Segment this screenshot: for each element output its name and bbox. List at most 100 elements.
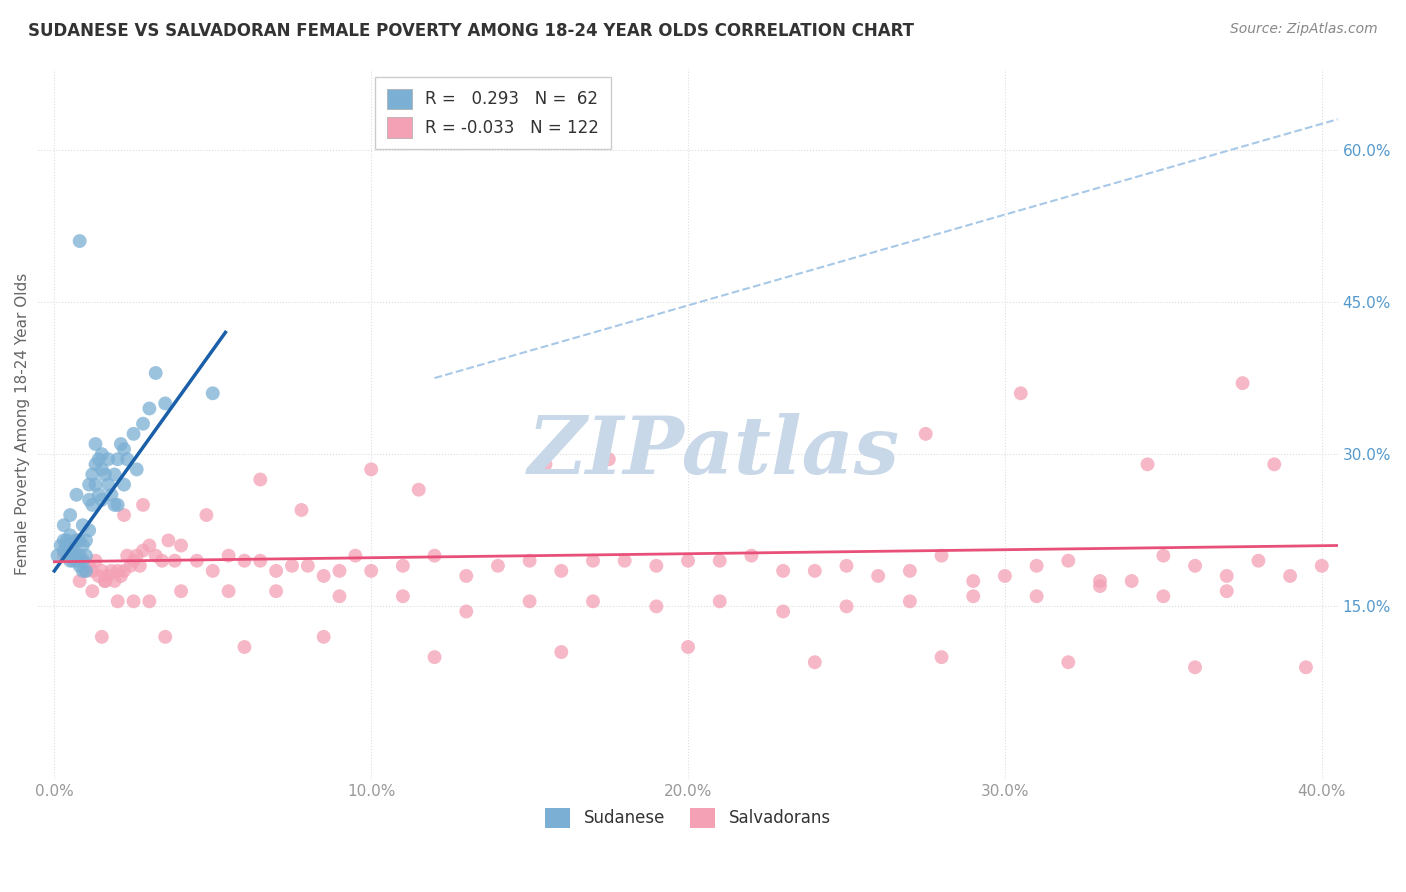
Point [598,452,620,467]
Point [65,488,87,502]
Point [94,574,117,588]
Point [87,488,110,502]
Point [201,386,224,401]
Point [519,594,541,608]
Point [392,589,415,603]
Point [804,655,827,669]
Point [82,498,104,512]
Point [112,508,135,522]
Point [360,564,382,578]
Point [94,574,117,588]
Point [110,569,132,583]
Point [835,558,858,573]
Point [931,650,953,665]
Point [52,533,75,548]
Point [59,543,82,558]
Point [898,594,921,608]
Point [52,549,75,563]
Point [1025,589,1047,603]
Point [125,549,148,563]
Point [69,533,91,548]
Point [112,564,135,578]
Point [1184,660,1206,674]
Point [186,554,208,568]
Point [122,554,145,568]
Point [72,554,94,568]
Point [1247,554,1270,568]
Point [75,549,97,563]
Point [1215,569,1237,583]
Point [994,569,1017,583]
Point [84,477,107,491]
Point [1279,569,1302,583]
Point [155,630,177,644]
Point [1025,558,1047,573]
Point [107,452,129,467]
Point [56,539,79,553]
Point [328,564,350,578]
Point [1136,458,1159,472]
Point [132,498,155,512]
Point [233,554,256,568]
Point [281,558,304,573]
Point [1310,558,1333,573]
Point [77,492,100,507]
Point [72,554,94,568]
Point [1088,574,1111,588]
Point [103,574,125,588]
Point [344,549,367,563]
Point [75,564,97,578]
Point [264,564,287,578]
Point [77,477,100,491]
Point [62,549,84,563]
Point [75,564,97,578]
Point [90,447,112,461]
Point [645,558,668,573]
Point [1010,386,1032,401]
Point [69,574,91,588]
Point [138,401,160,416]
Point [195,508,218,522]
Point [868,569,890,583]
Point [69,558,91,573]
Point [914,426,936,441]
Point [740,549,762,563]
Point [1215,584,1237,599]
Point [77,558,100,573]
Point [110,437,132,451]
Point [103,498,125,512]
Point [613,554,636,568]
Text: SUDANESE VS SALVADORAN FEMALE POVERTY AMONG 18-24 YEAR OLDS CORRELATION CHART: SUDANESE VS SALVADORAN FEMALE POVERTY AM… [28,22,914,40]
Point [962,589,984,603]
Point [962,574,984,588]
Point [138,539,160,553]
Point [582,594,605,608]
Text: ZIPatlas: ZIPatlas [529,413,900,491]
Point [249,473,271,487]
Y-axis label: Female Poverty Among 18-24 Year Olds: Female Poverty Among 18-24 Year Olds [15,273,30,574]
Point [100,564,122,578]
Point [170,584,193,599]
Legend: Sudanese, Salvadorans: Sudanese, Salvadorans [538,801,838,835]
Point [360,462,382,476]
Point [112,477,135,491]
Point [65,549,87,563]
Point [75,533,97,548]
Point [676,554,699,568]
Point [456,605,478,619]
Point [112,442,135,456]
Point [676,640,699,654]
Point [772,605,794,619]
Point [1184,558,1206,573]
Point [1263,458,1285,472]
Point [1152,549,1174,563]
Point [150,554,173,568]
Point [82,584,104,599]
Point [94,467,117,482]
Point [534,458,557,472]
Point [97,477,120,491]
Point [59,554,82,568]
Point [1232,376,1254,391]
Point [59,543,82,558]
Point [582,554,605,568]
